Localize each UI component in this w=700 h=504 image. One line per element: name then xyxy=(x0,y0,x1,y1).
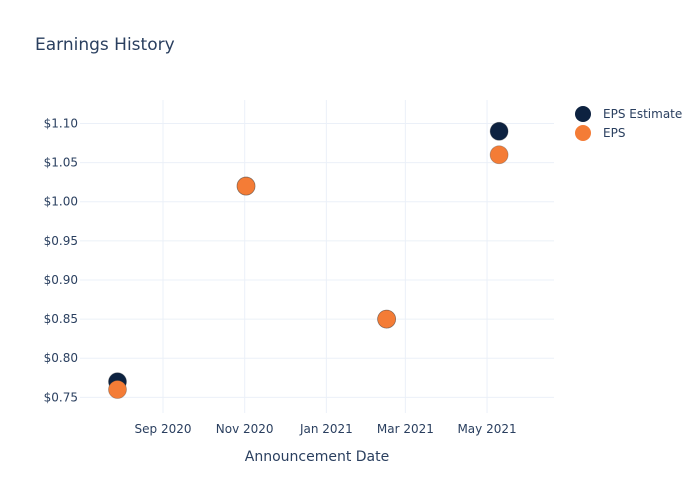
x-tick-label: Sep 2020 xyxy=(135,422,192,436)
legend-marker xyxy=(575,106,591,122)
y-axis-ticks: $0.75 $0.80 $0.85 $0.90 $0.95 $1.00 $1.05 $1.10 xyxy=(44,116,78,404)
legend: EPS Estimate EPS xyxy=(575,106,682,141)
y-tick-label: $0.90 xyxy=(44,273,78,287)
grid-lines xyxy=(80,100,554,413)
y-tick-label: $0.80 xyxy=(44,351,78,365)
data-point[interactable] xyxy=(489,145,509,165)
y-tick-label: $0.75 xyxy=(44,390,78,404)
x-tick-label: Nov 2020 xyxy=(216,422,274,436)
legend-label: EPS xyxy=(603,126,625,140)
data-points xyxy=(108,121,509,399)
legend-item[interactable]: EPS Estimate xyxy=(575,106,682,122)
x-axis-title: Announcement Date xyxy=(245,449,389,465)
x-tick-label: May 2021 xyxy=(457,422,516,436)
y-tick-label: $0.95 xyxy=(44,234,78,248)
y-tick-label: $1.00 xyxy=(44,195,78,209)
data-point[interactable] xyxy=(489,121,509,141)
data-point[interactable] xyxy=(377,309,397,329)
y-tick-label: $1.10 xyxy=(44,116,78,130)
legend-label: EPS Estimate xyxy=(603,107,682,121)
series-eps xyxy=(108,145,509,399)
x-axis-ticks: Sep 2020 Nov 2020 Jan 2021 Mar 2021 May 2021 xyxy=(135,422,517,436)
legend-marker xyxy=(575,125,591,141)
data-point[interactable] xyxy=(236,176,256,196)
x-tick-label: Mar 2021 xyxy=(377,422,434,436)
chart-title: Earnings History xyxy=(35,35,175,55)
y-tick-label: $0.85 xyxy=(44,312,78,326)
legend-item[interactable]: EPS xyxy=(575,125,625,141)
x-tick-label: Jan 2021 xyxy=(299,422,353,436)
y-tick-label: $1.05 xyxy=(44,156,78,170)
data-point[interactable] xyxy=(108,380,127,399)
